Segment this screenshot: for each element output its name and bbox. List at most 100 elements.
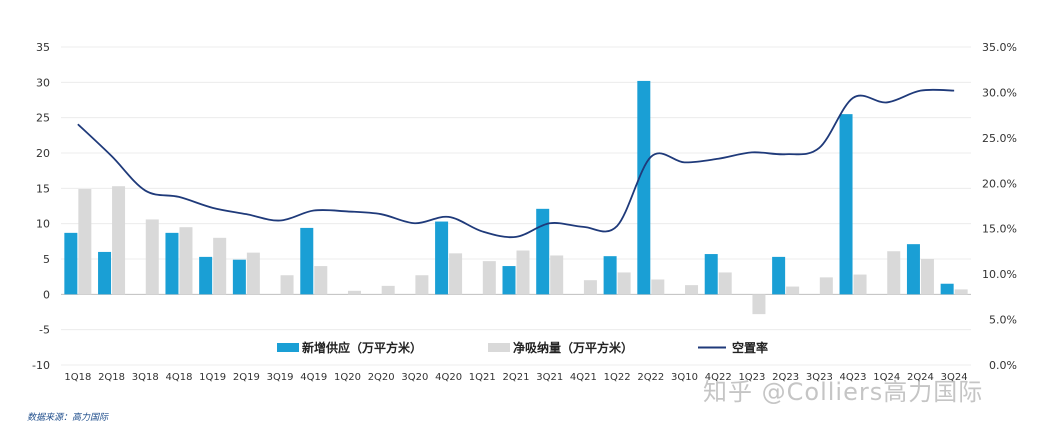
absorption-bar: [314, 266, 328, 295]
right-tick-label: 35.0%: [982, 41, 1017, 54]
legend-label-vacancy: 空置率: [732, 340, 768, 355]
x-tick-label: 3Q24: [941, 372, 968, 383]
absorption-bar: [381, 285, 395, 295]
x-tick-label: 1Q23: [738, 372, 765, 383]
legend: 新增供应（万平方米） 净吸纳量（万平方米） 空置率: [277, 340, 768, 355]
x-tick-label: 1Q21: [469, 372, 496, 383]
left-tick-label: 30: [36, 76, 50, 89]
legend-label-absorption: 净吸纳量（万平方米）: [513, 340, 633, 355]
supply-bar: [940, 283, 954, 295]
x-tick-label: 2Q24: [907, 372, 934, 383]
supply-bar: [502, 266, 516, 295]
left-tick-label: 20: [36, 147, 50, 160]
right-axis: 35.0% 30.0% 25.0% 20.0% 15.0% 10.0% 5.0% 0.0%: [982, 41, 1017, 372]
supply-bar: [906, 244, 920, 295]
absorption-bar: [415, 275, 429, 295]
right-tick-label: 25.0%: [982, 132, 1017, 145]
absorption-bar: [78, 189, 92, 295]
x-axis: 1Q18 2Q18 3Q18 4Q18 1Q19 2Q19 3Q19 4Q19 1Q20 2Q20…: [64, 372, 967, 383]
supply-bar: [98, 251, 112, 295]
x-tick-label: 3Q10: [671, 372, 698, 383]
x-tick-label: 4Q21: [570, 372, 597, 383]
absorption-bar: [112, 186, 126, 295]
x-tick-label: 3Q18: [132, 372, 159, 383]
left-tick-label: -10: [32, 359, 50, 372]
left-axis: 35 30 25 20 15 10 5 0 -5 -10: [32, 41, 50, 372]
absorption-bar: [550, 255, 564, 295]
absorption-bar: [213, 237, 227, 295]
absorption-bar: [685, 285, 699, 295]
right-tick-label: 30.0%: [982, 86, 1017, 99]
x-tick-label: 4Q18: [165, 372, 192, 383]
supply-bar: [300, 227, 314, 295]
right-tick-label: 0.0%: [989, 359, 1017, 372]
absorption-bar: [853, 274, 867, 295]
left-tick-label: 35: [36, 41, 50, 54]
absorption-bar: [651, 279, 665, 295]
x-tick-label: 4Q19: [300, 372, 327, 383]
absorption-bar: [280, 275, 294, 295]
supply-bar: [839, 114, 853, 295]
x-tick-label: 3Q23: [806, 372, 833, 383]
absorption-bar: [583, 280, 597, 295]
left-tick-label: 0: [43, 288, 50, 301]
supply-bar: [704, 254, 718, 295]
left-tick-label: 25: [36, 112, 50, 125]
absorption-bar: [887, 251, 901, 295]
x-tick-label: 2Q18: [98, 372, 125, 383]
left-tick-label: -5: [39, 324, 50, 337]
left-tick-label: 15: [36, 182, 50, 195]
x-tick-label: 2Q23: [772, 372, 799, 383]
absorption-bar: [718, 272, 732, 295]
absorption-bar: [246, 252, 260, 295]
left-tick-label: 5: [43, 253, 50, 266]
supply-bar: [536, 208, 550, 295]
left-tick-label: 10: [36, 218, 50, 231]
x-tick-label: 4Q22: [705, 372, 732, 383]
x-tick-label: 2Q21: [503, 372, 530, 383]
x-tick-label: 1Q19: [199, 372, 226, 383]
absorption-bar: [954, 289, 968, 295]
x-tick-label: 1Q20: [334, 372, 361, 383]
supply-bar: [603, 256, 617, 295]
supply-bar: [435, 221, 449, 295]
x-tick-label: 1Q22: [604, 372, 631, 383]
absorption-bar: [516, 250, 530, 295]
source-note: 数据来源：高力国际: [27, 413, 109, 423]
x-tick-label: 3Q20: [401, 372, 428, 383]
right-tick-label: 5.0%: [989, 314, 1017, 327]
vacancy-rate-line: [77, 88, 955, 239]
absorption-bar: [347, 290, 361, 295]
right-tick-label: 15.0%: [982, 223, 1017, 236]
x-tick-label: 2Q22: [637, 372, 664, 383]
bars: [64, 80, 968, 315]
supply-bar: [232, 259, 246, 295]
gridlines: [61, 46, 971, 366]
absorption-bar: [449, 253, 463, 295]
watermark: 知乎 @Colliers高力国际: [703, 378, 984, 406]
legend-swatch-absorption: [488, 343, 510, 352]
absorption-bar: [179, 227, 193, 295]
supply-bar: [64, 232, 78, 295]
x-tick-label: 3Q19: [267, 372, 294, 383]
legend-label-supply: 新增供应（万平方米）: [302, 340, 422, 355]
right-tick-label: 10.0%: [982, 268, 1017, 281]
x-tick-label: 4Q23: [840, 372, 867, 383]
vacancy-line-layer: [77, 88, 955, 239]
supply-bar: [165, 232, 179, 295]
x-tick-label: 3Q21: [536, 372, 563, 383]
right-tick-label: 20.0%: [982, 177, 1017, 190]
supply-bar: [772, 256, 786, 295]
absorption-bar: [617, 272, 631, 295]
supply-bar: [199, 256, 213, 295]
x-tick-label: 1Q24: [873, 372, 900, 383]
x-tick-label: 4Q20: [435, 372, 462, 383]
x-tick-label: 2Q19: [233, 372, 260, 383]
legend-swatch-supply: [277, 343, 299, 352]
x-tick-label: 2Q20: [368, 372, 395, 383]
x-tick-label: 1Q18: [64, 372, 91, 383]
absorption-bar: [819, 277, 833, 295]
absorption-bar: [752, 294, 766, 315]
absorption-bar: [482, 261, 496, 295]
